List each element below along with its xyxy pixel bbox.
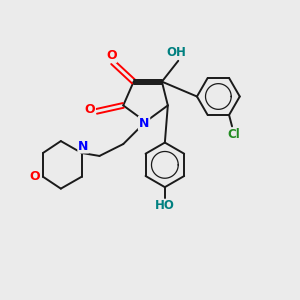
Text: HO: HO — [155, 199, 175, 212]
Text: N: N — [78, 140, 88, 153]
Text: N: N — [139, 117, 149, 130]
Text: O: O — [106, 49, 117, 62]
Text: O: O — [29, 170, 40, 183]
Text: Cl: Cl — [227, 128, 240, 141]
Text: O: O — [85, 103, 95, 116]
Text: OH: OH — [167, 46, 187, 59]
